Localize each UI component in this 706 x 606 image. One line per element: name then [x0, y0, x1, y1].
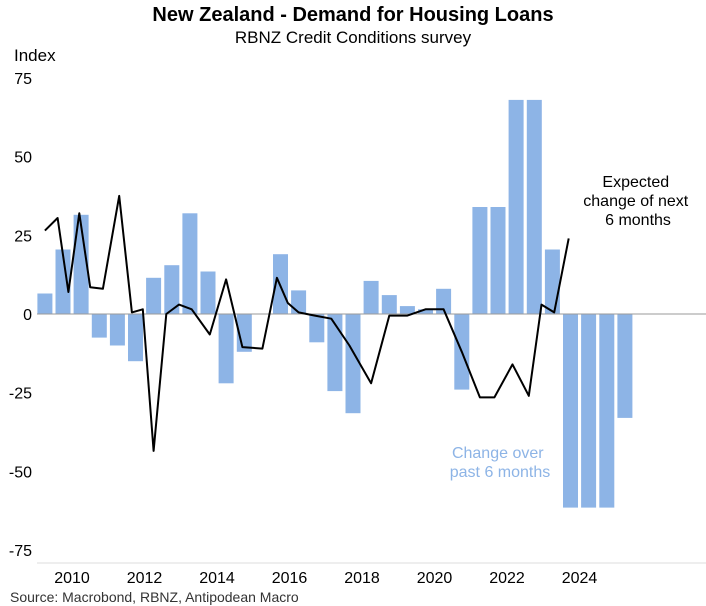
line-series-label: Expected change of next 6 months: [583, 174, 692, 229]
x-tick-label: 2014: [199, 570, 235, 587]
bar: [508, 99, 524, 315]
bar: [399, 306, 415, 314]
bar: [563, 314, 578, 508]
bar: [490, 207, 506, 314]
bar: [617, 314, 633, 418]
line-series: [44, 194, 570, 452]
x-tick-label: 2012: [127, 570, 163, 587]
x-tick-label: 2018: [344, 570, 380, 587]
bar: [37, 293, 53, 314]
bar-label-line-1: Change over: [452, 445, 544, 462]
bar: [200, 271, 216, 314]
bar: [345, 314, 361, 414]
y-axis: 75 50 25 0 -25 -50 -75: [9, 71, 32, 560]
bar-label-line-2: past 6 months: [450, 464, 551, 481]
chart-subtitle: RBNZ Credit Conditions survey: [234, 28, 472, 47]
bar: [309, 314, 325, 343]
bar: [91, 314, 107, 338]
bar-series: [37, 99, 633, 508]
bar: [128, 314, 143, 362]
line-label-line-2: change of next: [583, 193, 689, 210]
line-label-line-3: 6 months: [605, 212, 671, 229]
bar: [109, 314, 125, 346]
bar: [436, 288, 452, 314]
bar: [544, 249, 560, 314]
bar: [526, 99, 542, 315]
bar: [55, 249, 71, 314]
source-note: Source: Macrobond, RBNZ, Antipodean Macr…: [10, 589, 299, 605]
bar-series-label: Change over past 6 months: [450, 445, 551, 481]
y-axis-label: Index: [14, 46, 56, 65]
bar: [182, 213, 198, 314]
y-tick-label: -75: [9, 543, 32, 560]
bar: [218, 314, 234, 384]
y-tick-label: 50: [14, 150, 32, 167]
bar: [363, 280, 379, 314]
x-tick-label: 2022: [489, 570, 525, 587]
chart-title: New Zealand - Demand for Housing Loans: [152, 4, 554, 26]
x-tick-label: 2020: [417, 570, 453, 587]
bar: [581, 314, 597, 508]
bar: [164, 265, 180, 314]
y-tick-label: -50: [9, 464, 32, 481]
x-tick-label: 2024: [562, 570, 598, 587]
y-tick-label: 0: [23, 307, 32, 324]
x-tick-label: 2016: [272, 570, 308, 587]
x-axis: 2010 2012 2014 2016 2018 2020 2022 2024: [54, 570, 597, 587]
bar: [146, 277, 162, 314]
y-tick-label: 75: [14, 71, 32, 88]
bar: [291, 290, 307, 314]
bar: [418, 309, 433, 314]
bar: [599, 314, 615, 508]
bar: [472, 207, 488, 314]
bar: [327, 314, 343, 392]
x-tick-label: 2010: [54, 570, 90, 587]
bar: [73, 214, 89, 314]
y-tick-label: 25: [14, 228, 32, 245]
bar: [381, 295, 397, 314]
line-label-line-1: Expected: [602, 174, 669, 191]
y-tick-label: -25: [9, 386, 32, 403]
